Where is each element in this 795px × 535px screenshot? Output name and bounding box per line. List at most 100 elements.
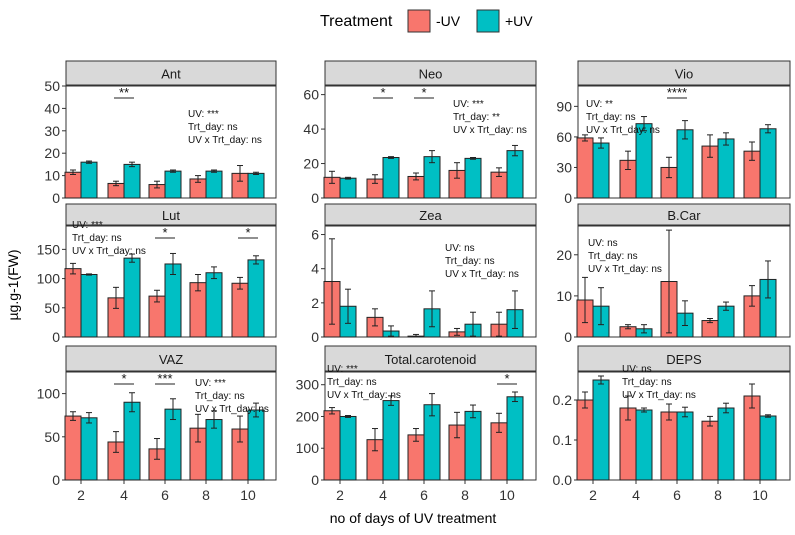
error-bar: [707, 318, 713, 324]
significance-label: **: [119, 85, 129, 100]
y-tick-label: 90: [556, 98, 572, 114]
error-bar: [413, 172, 419, 181]
y-axis-title: µg.g-1(FW): [5, 249, 21, 320]
error-bar: [86, 273, 92, 276]
panel-title: VAZ: [159, 352, 183, 367]
error-bar: [372, 428, 378, 452]
stats-annotation: UV: ** Trt_day: ns UV x Trt_day: ns: [586, 99, 660, 136]
stats-annotation: UV: ns Trt_day: ns UV x Trt_day: ns: [445, 243, 519, 280]
bar-plus-uv-day-2: [80, 161, 98, 199]
error-bar: [682, 120, 688, 140]
y-tick-label: 100: [296, 440, 320, 456]
y-tick-label: 6: [311, 227, 319, 243]
stats-line: Trt_day: ns: [588, 251, 638, 262]
y-tick-label: 0.1: [553, 432, 573, 448]
bar-plus-uv-day-4: [382, 157, 400, 199]
error-bar: [329, 170, 335, 184]
error-bar: [253, 171, 259, 175]
error-bar: [388, 395, 394, 406]
y-tick-label: 10: [44, 168, 60, 184]
y-tick-label: 300: [296, 377, 320, 393]
error-bar: [195, 413, 201, 443]
bar-minus-uv-day-10: [231, 282, 249, 338]
significance-label: *: [421, 85, 426, 100]
stats-line: Trt_day: ns: [188, 122, 238, 133]
error-bar: [582, 391, 588, 409]
error-bar: [598, 287, 604, 326]
error-bar: [723, 301, 729, 311]
error-bar: [765, 260, 771, 299]
bar-plus-uv-day-8: [717, 305, 735, 338]
bar-plus-uv-day-2: [80, 273, 98, 338]
y-tick-label: 20: [44, 145, 60, 161]
y-tick-label: 0: [52, 472, 60, 488]
bar-minus-uv-day-2: [64, 415, 82, 481]
error-bar: [70, 262, 76, 275]
stats-line: Trt_day: ns: [327, 377, 377, 388]
x-axis-title: no of days of UV treatment: [330, 510, 497, 526]
stats-line: UV x Trt_day: ns: [188, 135, 262, 146]
panel-title: DEPS: [666, 352, 702, 367]
x-tick-label: 2: [336, 487, 344, 503]
error-bar: [512, 290, 518, 329]
error-bar: [512, 391, 518, 403]
legend: Treatment -UV +UV: [320, 9, 533, 33]
x-tick-label: 4: [379, 487, 387, 503]
error-bar: [154, 438, 160, 460]
y-tick-label: 0: [311, 190, 319, 206]
error-bar: [641, 324, 647, 334]
error-bar: [388, 325, 394, 337]
bar-plus-uv-day-2: [339, 177, 357, 199]
strip-zea: [324, 203, 537, 226]
stats-line: UV: ns: [445, 243, 475, 254]
bar-plus-uv-day-2: [80, 417, 98, 481]
bar-plus-uv-day-10: [506, 150, 524, 199]
error-bar: [470, 157, 476, 160]
error-bar: [582, 134, 588, 142]
bar-plus-uv-day-4: [382, 400, 400, 481]
y-tick-label: 0: [311, 329, 319, 345]
y-tick-label: 0: [52, 329, 60, 345]
bar-plus-uv-day-8: [717, 138, 735, 199]
x-tick-label: 8: [714, 487, 722, 503]
panel-title: B.Car: [667, 208, 701, 223]
error-bar: [237, 276, 243, 290]
strip-lut: [65, 203, 277, 226]
error-bar: [329, 238, 335, 325]
stats-line: UV x Trt_day: ns: [453, 125, 527, 136]
x-tick-label: 8: [202, 487, 210, 503]
y-tick-label: 0.2: [553, 392, 573, 408]
stats-line: Trt_day: ns: [586, 112, 636, 123]
stats-line: UV: ***: [72, 220, 103, 231]
stats-line: UV: **: [586, 99, 613, 110]
y-tick-label: 50: [44, 78, 60, 94]
error-bar: [598, 375, 604, 385]
panel-title: Zea: [419, 208, 442, 223]
bar-minus-uv-day-2: [576, 399, 594, 481]
error-bar: [345, 176, 351, 180]
y-tick-label: 0: [564, 190, 572, 206]
error-bar: [666, 229, 672, 334]
significance-label: *: [504, 371, 509, 386]
error-bar: [237, 415, 243, 443]
bar-plus-uv-day-10: [247, 409, 265, 481]
error-bar: [413, 333, 419, 338]
bar-minus-uv-day-8: [701, 420, 719, 481]
y-tick-label: 20: [556, 247, 572, 263]
error-bar: [113, 180, 119, 187]
stats-annotation: UV: *** Trt_day: ns UV x Trt_day: ns: [72, 220, 146, 257]
error-bar: [253, 402, 259, 418]
stats-annotation: UV: *** Trt_day: ns UV x Trt_day: ns: [195, 378, 269, 415]
bar-plus-uv-day-10: [247, 172, 265, 199]
error-bar: [195, 175, 201, 183]
panel-total-carotenoid: Total.carotenoid 0 100 200 300 * 2 4 6 8 10: [296, 345, 537, 503]
stats-line: UV: ***: [327, 364, 358, 375]
error-bar: [129, 253, 135, 263]
error-bar: [454, 162, 460, 179]
error-bar: [170, 169, 176, 173]
error-bar: [707, 415, 713, 427]
y-tick-label: 200: [296, 408, 320, 424]
significance-label: *: [245, 225, 250, 240]
error-bar: [496, 167, 502, 177]
